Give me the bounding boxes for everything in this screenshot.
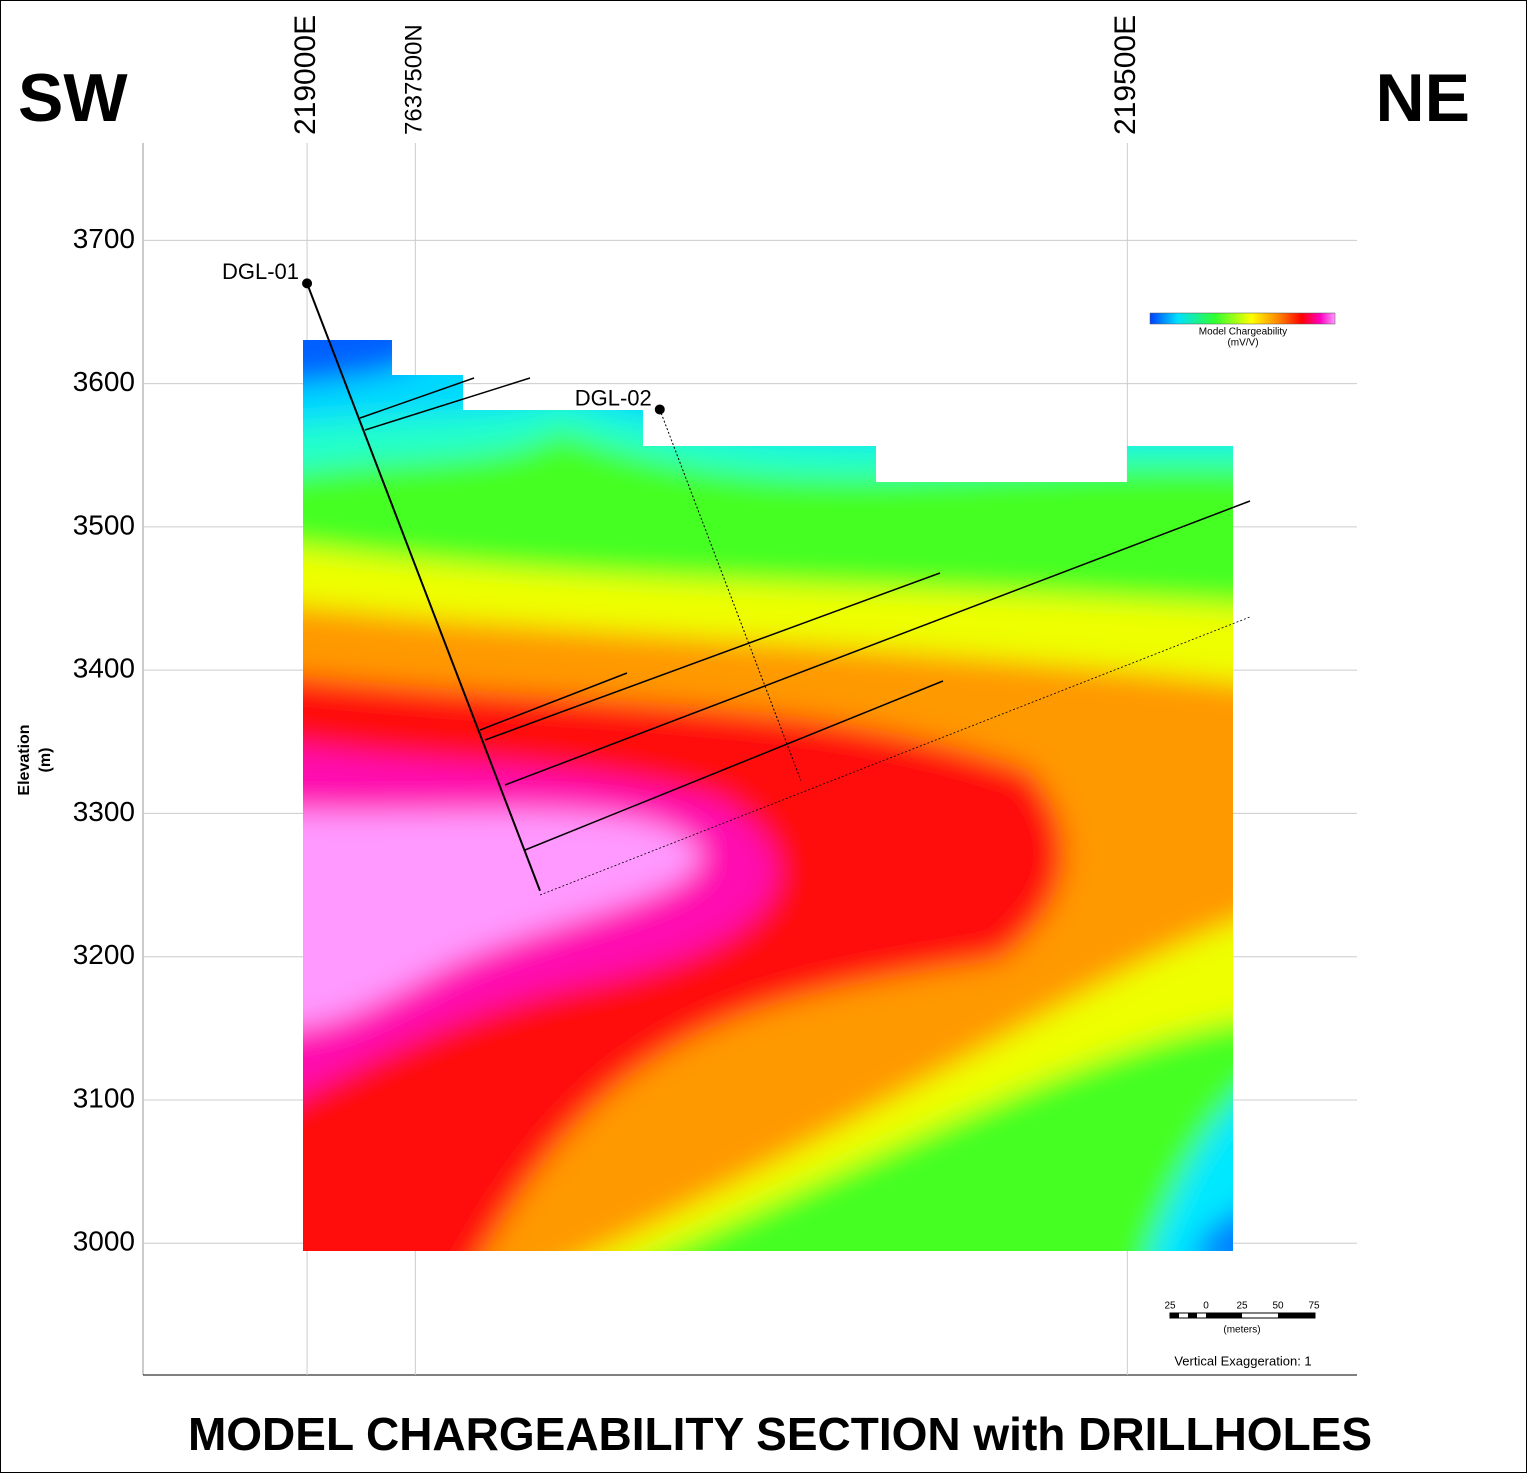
scale-label: 25	[1164, 1301, 1176, 1312]
y-tick-label: 3500	[73, 509, 135, 540]
note: Vertical Exaggeration: 1	[1174, 1353, 1311, 1368]
chargeability-field	[303, 340, 1233, 1251]
colorbar-title: Model Chargeability	[1199, 327, 1287, 338]
x-tick-label: 219500E	[1109, 15, 1142, 135]
drill-features	[359, 377, 1251, 896]
chart-title: MODEL CHARGEABILITY SECTION with DRILLHO…	[188, 1408, 1372, 1460]
scale-label: 50	[1272, 1301, 1284, 1312]
labels: SW NE MODEL CHARGEABILITY SECTION with D…	[16, 60, 1470, 1460]
scale-label: 0	[1203, 1301, 1209, 1312]
scale-bar	[1169, 1312, 1316, 1319]
y-tick-label: 3600	[73, 366, 135, 397]
northing-label: 7637500N	[401, 24, 428, 135]
right-label: NE	[1376, 60, 1470, 136]
drillhole-collar	[302, 278, 313, 289]
left-label: SW	[18, 60, 128, 136]
colorbar	[1149, 312, 1336, 325]
y-tick-label: 3200	[73, 939, 135, 970]
scale-label: 25	[1236, 1301, 1248, 1312]
drillhole-label: DGL-01	[222, 259, 299, 284]
drillhole-label: DGL-02	[575, 385, 652, 410]
scale-unit: (meters)	[1223, 1325, 1260, 1336]
y-tick-label: 3300	[73, 796, 135, 827]
y-axis-label: Elevation	[16, 724, 33, 795]
y-tick-label: 3700	[73, 223, 135, 254]
y-tick-label: 3400	[73, 653, 135, 684]
colorbar-unit: (mV/V)	[1227, 338, 1258, 349]
drillhole-collar	[654, 404, 665, 415]
y-tick-label: 3000	[73, 1226, 135, 1257]
y-axis-unit: (m)	[37, 748, 54, 773]
y-tick-label: 3100	[73, 1082, 135, 1113]
drillhole-trace	[306, 283, 541, 892]
scale-label: 75	[1308, 1301, 1320, 1312]
x-tick-label: 219000E	[289, 15, 322, 135]
